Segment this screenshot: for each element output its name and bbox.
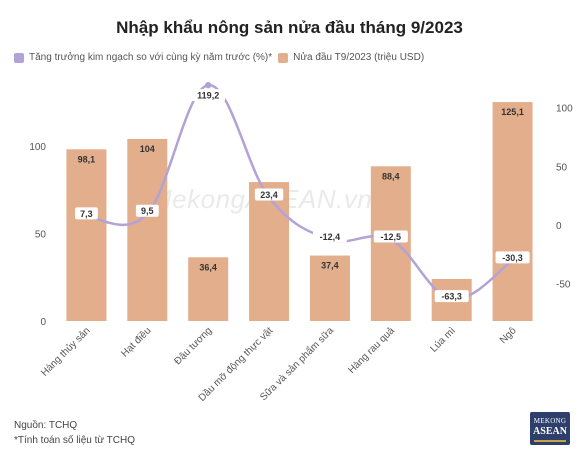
bar bbox=[66, 149, 107, 321]
legend-label-line: Tăng trưởng kim ngạch so với cùng kỳ năm… bbox=[29, 52, 273, 63]
line-label-bg bbox=[434, 290, 469, 303]
line-data-label: 119,2 bbox=[197, 91, 219, 101]
right-axis-tick-label: 50 bbox=[556, 162, 568, 173]
legend-swatch-line bbox=[14, 52, 24, 63]
line-label-bg bbox=[191, 89, 226, 102]
left-axis-tick-label: 0 bbox=[40, 317, 46, 328]
line-label-bg bbox=[75, 207, 98, 220]
right-axis-tick-label: 100 bbox=[556, 104, 573, 115]
footnote: *Tính toán số liệu từ TCHQ bbox=[14, 435, 136, 446]
line-label-bg bbox=[135, 204, 159, 217]
left-axis-tick-label: 50 bbox=[35, 230, 47, 241]
bar bbox=[127, 139, 168, 321]
bar-data-label: 98,1 bbox=[78, 154, 96, 164]
chart-title: Nhập khẩu nông sản nửa đầu tháng 9/2023 bbox=[116, 18, 463, 37]
logo-text-bottom: ASEAN bbox=[533, 426, 567, 437]
category-label: Hạt điều bbox=[119, 325, 154, 360]
line-data-label: 23,4 bbox=[260, 190, 278, 200]
legend-label-bar: Nửa đầu T9/2023 (triệu USD) bbox=[293, 52, 425, 63]
bar bbox=[370, 166, 411, 321]
mekong-asean-logo: MEKONG ASEAN bbox=[530, 412, 570, 445]
left-axis-tick-label: 100 bbox=[29, 142, 46, 153]
category-label: Lúa mì bbox=[428, 325, 458, 355]
chart-legend: Tăng trưởng kim ngạch so với cùng kỳ năm… bbox=[14, 52, 424, 63]
line-data-label: -12,5 bbox=[381, 232, 402, 242]
category-label: Hàng rau quả bbox=[346, 325, 397, 376]
legend-swatch-bar bbox=[278, 52, 289, 63]
bar-data-label: 88,4 bbox=[382, 171, 400, 181]
right-axis-tick-label: 0 bbox=[556, 221, 562, 232]
line-label-bg bbox=[312, 230, 347, 243]
bar-data-label: 104 bbox=[140, 144, 155, 154]
line-data-label: -12,4 bbox=[320, 232, 341, 242]
bar bbox=[249, 182, 290, 321]
right-axis-tick-label: -50 bbox=[556, 279, 571, 290]
line-data-label: 9,5 bbox=[141, 206, 154, 216]
bar bbox=[309, 255, 350, 321]
line-label-bg bbox=[373, 230, 408, 243]
logo-underline bbox=[534, 440, 566, 442]
line-data-label: -30,3 bbox=[502, 253, 523, 263]
category-label: Ngô bbox=[498, 325, 519, 346]
bar bbox=[188, 257, 229, 321]
bar bbox=[492, 102, 533, 321]
bar-data-label: 36,4 bbox=[199, 262, 217, 272]
line-label-bg bbox=[254, 188, 284, 201]
source-note: Nguồn: TCHQ bbox=[14, 420, 78, 431]
line-data-label: -63,3 bbox=[441, 292, 462, 302]
bar-data-label: 37,4 bbox=[321, 261, 339, 271]
bar-data-label: 125,1 bbox=[501, 107, 524, 117]
line-data-label: 7,3 bbox=[80, 209, 93, 219]
logo-text-top: MEKONG bbox=[533, 417, 567, 425]
category-label: Đậu tương bbox=[172, 325, 214, 367]
line-label-bg bbox=[495, 251, 530, 264]
category-label: Hàng thủy sản bbox=[38, 325, 92, 379]
line-point bbox=[204, 81, 212, 89]
